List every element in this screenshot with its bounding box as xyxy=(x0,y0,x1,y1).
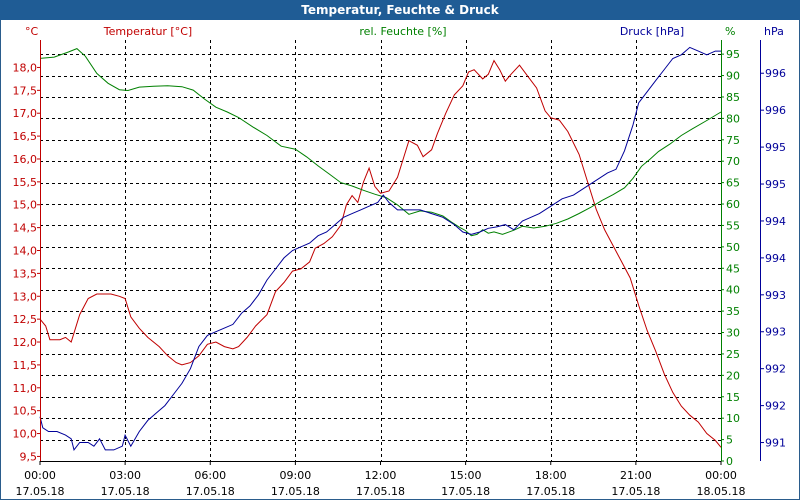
temp-tick-label: 18,0 xyxy=(13,61,38,74)
x-tick-date-label: 17.05.18 xyxy=(441,485,490,498)
x-tick-time-label: 15:00 xyxy=(450,469,482,482)
series-line-druck xyxy=(39,46,721,452)
pressure-tick-label: 996 xyxy=(765,67,786,80)
pressure-unit-label: hPa xyxy=(764,25,784,38)
temp-tick-label: 15,5 xyxy=(13,176,38,189)
pressure-tick-label: 994 xyxy=(765,252,786,265)
x-tick-date-label: 17.05.18 xyxy=(101,485,150,498)
x-tick-date-label: 17.05.18 xyxy=(186,485,235,498)
temp-tick-label: 9,5 xyxy=(20,450,38,463)
humidity-tick-label: 70 xyxy=(726,155,740,168)
temp-unit-label: °C xyxy=(25,25,39,38)
x-tick-date-label: 18.05.18 xyxy=(697,485,746,498)
temp-tick-label: 12,0 xyxy=(13,336,38,349)
x-tick-date-label: 17.05.18 xyxy=(271,485,320,498)
pressure-tick-label: 995 xyxy=(765,178,786,191)
pressure-tick-label: 991 xyxy=(765,437,786,450)
humidity-tick-label: 40 xyxy=(726,284,740,297)
chart-title: Temperatur, Feuchte & Druck xyxy=(0,0,800,20)
x-tick-time-label: 00:00 xyxy=(705,469,737,482)
humidity-tick-label: 95 xyxy=(726,48,740,61)
humidity-unit-label: % xyxy=(725,25,735,38)
plot-background xyxy=(40,40,721,461)
temp-tick-label: 13,0 xyxy=(13,290,38,303)
pressure-axis-title: Druck [hPa] xyxy=(620,25,684,38)
pressure-tick-label: 996 xyxy=(765,104,786,117)
axes xyxy=(37,40,764,465)
pressure-tick-label: 995 xyxy=(765,141,786,154)
temp-tick-label: 13,5 xyxy=(13,267,38,280)
x-tick-time-label: 09:00 xyxy=(280,469,312,482)
temp-tick-label: 15,0 xyxy=(13,199,38,212)
temp-tick-label: 16,5 xyxy=(13,130,38,143)
temp-tick-label: 14,5 xyxy=(13,222,38,235)
temp-tick-label: 14,0 xyxy=(13,245,38,258)
temp-tick-label: 11,0 xyxy=(13,382,38,395)
temp-tick-label: 16,0 xyxy=(13,153,38,166)
x-tick-time-label: 00:00 xyxy=(24,469,56,482)
temp-axis-title: Temperatur [°C] xyxy=(103,25,192,38)
humidity-tick-label: 80 xyxy=(726,112,740,125)
x-tick-time-label: 21:00 xyxy=(620,469,652,482)
temp-tick-label: 17,0 xyxy=(13,107,38,120)
humidity-tick-label: 10 xyxy=(726,412,740,425)
humidity-tick-label: 35 xyxy=(726,305,740,318)
gridlines xyxy=(40,40,721,461)
humidity-tick-label: 75 xyxy=(726,134,740,147)
humidity-axis-title: rel. Feuchte [%] xyxy=(359,25,446,38)
humidity-tick-label: 0 xyxy=(726,455,733,468)
x-tick-time-label: 12:00 xyxy=(365,469,397,482)
humidity-tick-label: 55 xyxy=(726,219,740,232)
humidity-tick-label: 60 xyxy=(726,198,740,211)
temp-tick-label: 11,5 xyxy=(13,359,38,372)
series-line-rel-feuchte xyxy=(39,48,722,237)
humidity-tick-label: 50 xyxy=(726,241,740,254)
x-tick-time-label: 03:00 xyxy=(109,469,141,482)
x-tick-date-label: 17.05.18 xyxy=(16,485,65,498)
tick-labels: Temperatur [°C] rel. Feuchte [%] Druck [hP… xyxy=(13,25,787,498)
temp-tick-label: 10,5 xyxy=(13,405,38,418)
humidity-tick-label: 65 xyxy=(726,177,740,190)
x-tick-date-label: 17.05.18 xyxy=(526,485,575,498)
humidity-tick-label: 90 xyxy=(726,70,740,83)
temp-tick-label: 12,5 xyxy=(13,313,38,326)
temp-tick-label: 17,5 xyxy=(13,84,38,97)
x-tick-time-label: 18:00 xyxy=(535,469,567,482)
pressure-tick-label: 994 xyxy=(765,215,786,228)
humidity-tick-label: 45 xyxy=(726,262,740,275)
pressure-tick-label: 992 xyxy=(765,363,786,376)
x-tick-date-label: 17.05.18 xyxy=(356,485,405,498)
x-tick-date-label: 17.05.18 xyxy=(611,485,660,498)
x-tick-time-label: 06:00 xyxy=(194,469,226,482)
humidity-tick-label: 25 xyxy=(726,348,740,361)
humidity-tick-label: 20 xyxy=(726,369,740,382)
pressure-tick-label: 993 xyxy=(765,326,786,339)
pressure-tick-label: 993 xyxy=(765,289,786,302)
humidity-tick-label: 30 xyxy=(726,327,740,340)
humidity-tick-label: 5 xyxy=(726,434,733,447)
series-line-temperatur xyxy=(39,59,722,448)
humidity-tick-label: 15 xyxy=(726,391,740,404)
pressure-tick-label: 992 xyxy=(765,400,786,413)
humidity-tick-label: 85 xyxy=(726,91,740,104)
series-lines xyxy=(39,46,722,452)
temp-tick-label: 10,0 xyxy=(13,428,38,441)
